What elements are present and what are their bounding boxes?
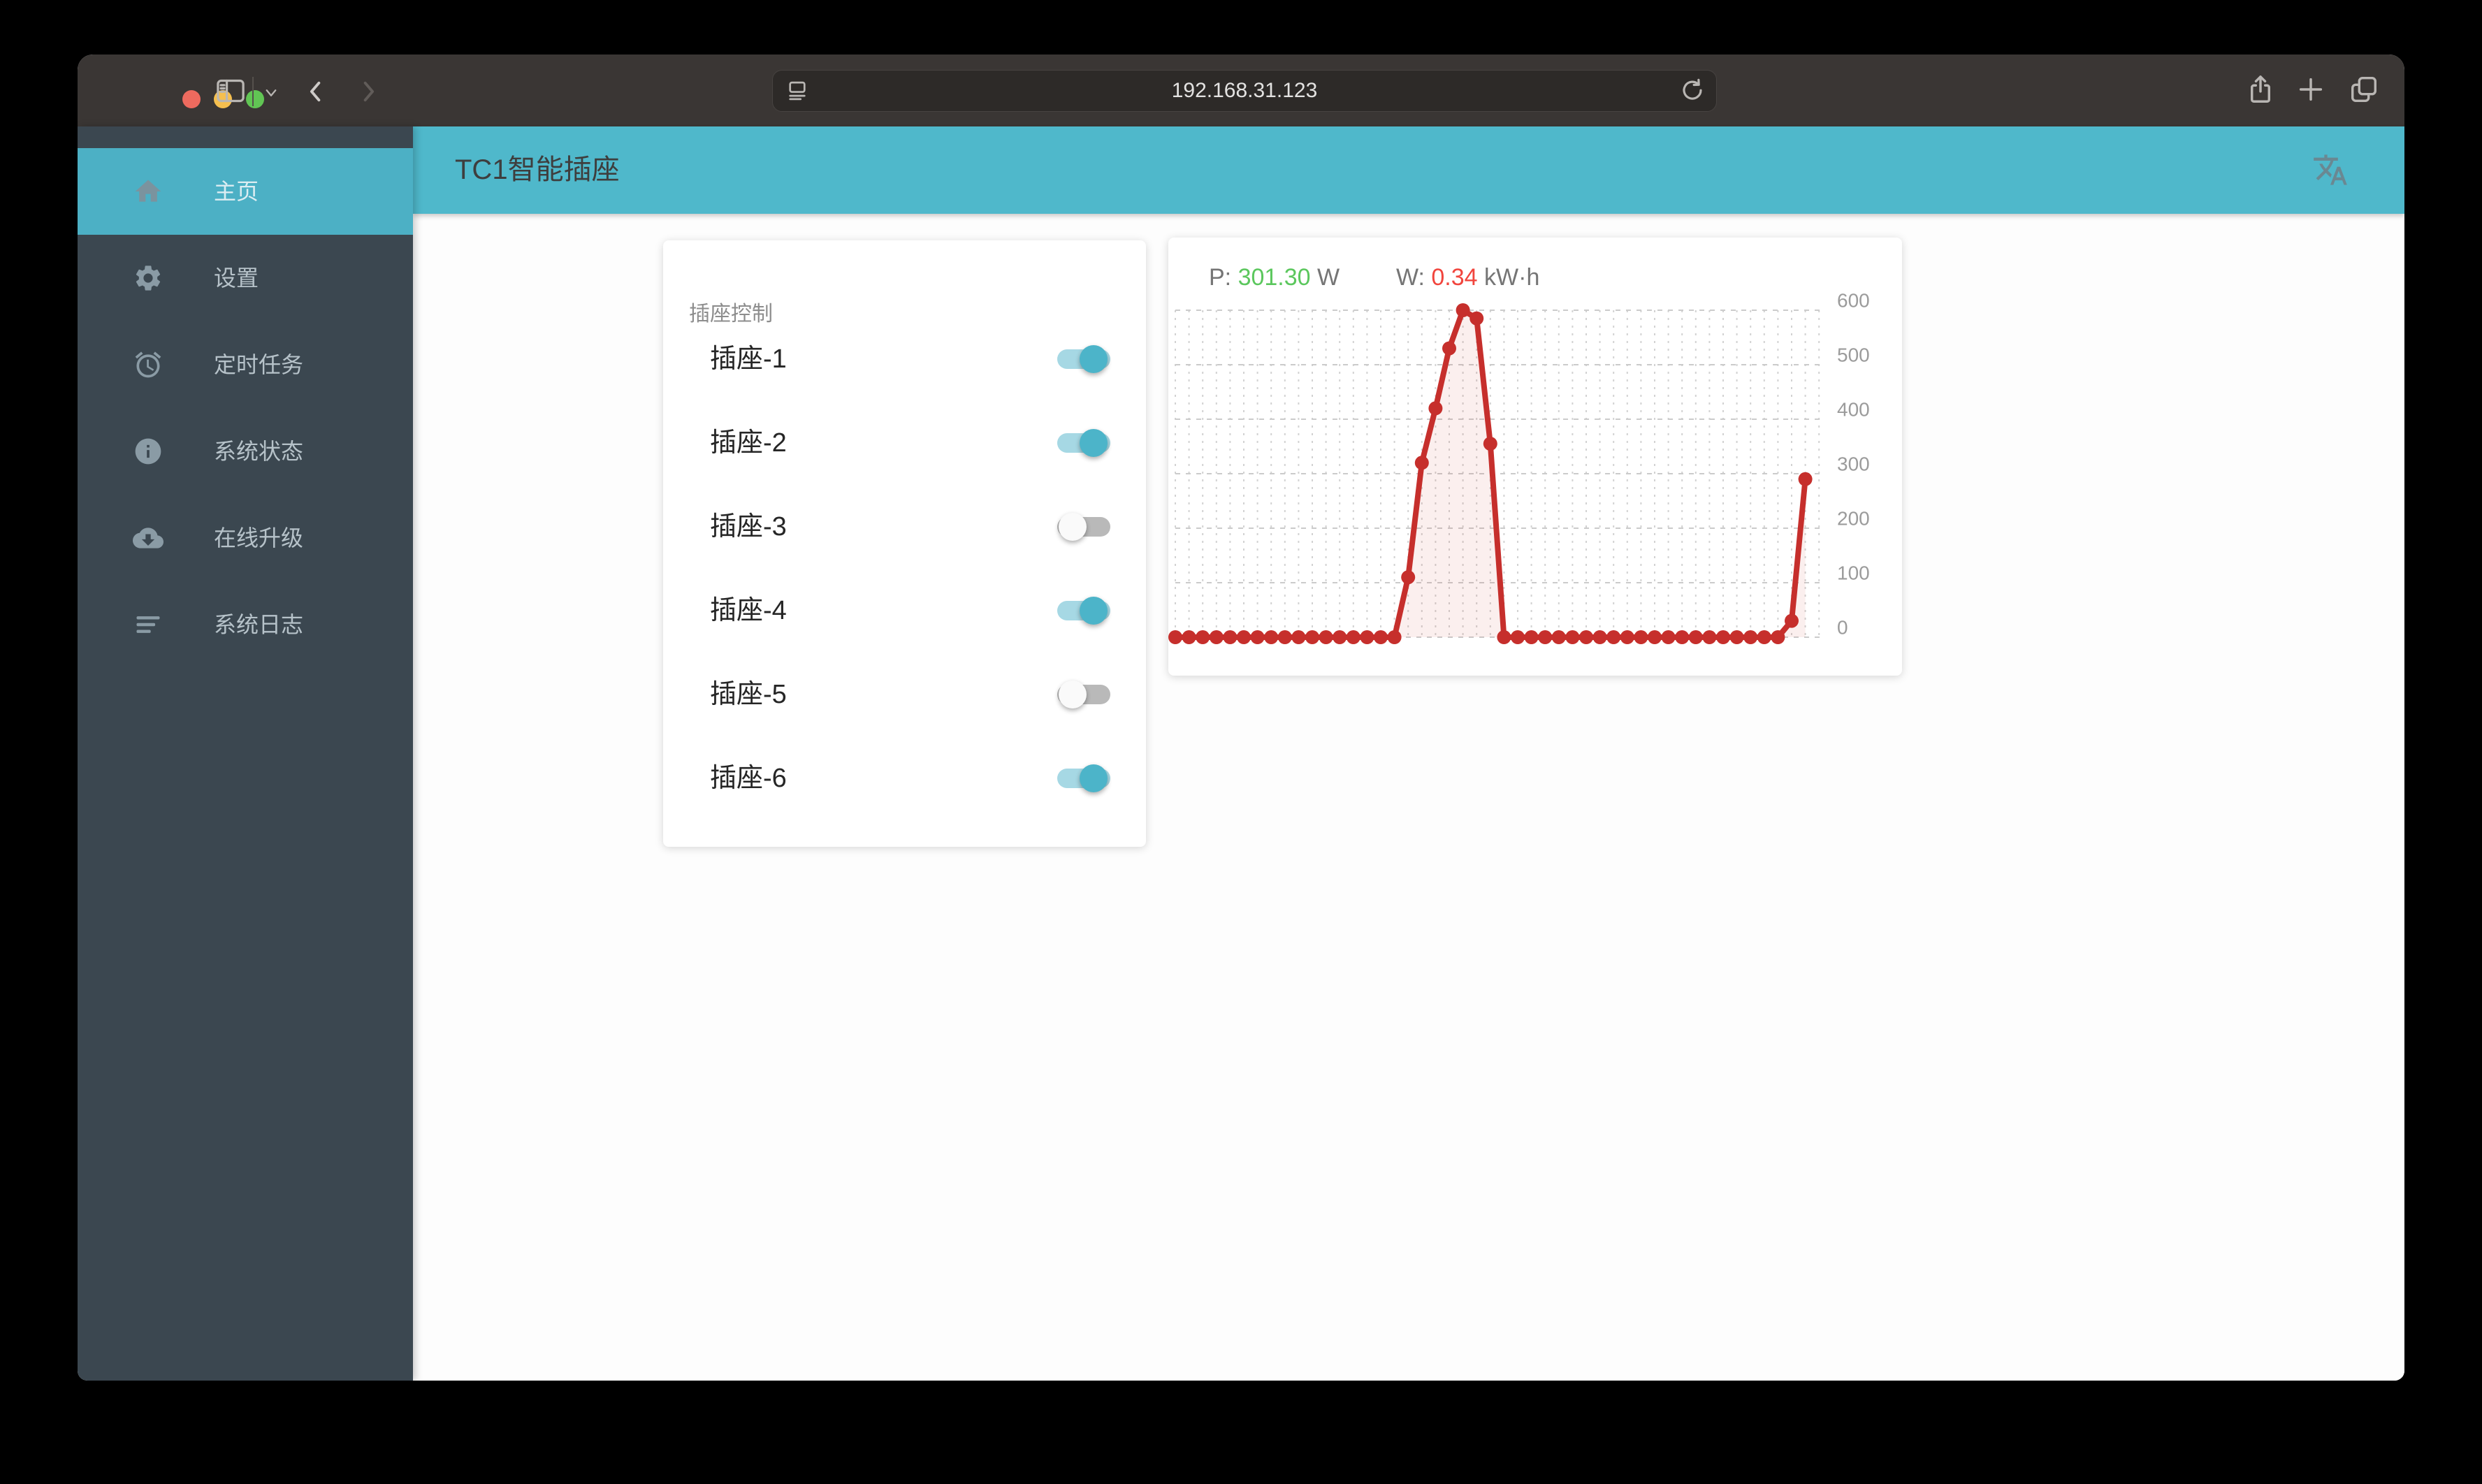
address-bar[interactable]: 192.168.31.123 [772,70,1717,112]
socket-control-card: 插座控制 插座-1 插座-2 插座-3 插座-4 [663,240,1146,847]
sidebar-item-label: 在线升级 [214,525,304,551]
app-bar: TC1智能插座 [413,126,2404,214]
sidebar-item-label: 系统日志 [214,612,304,637]
socket-label: 插座-3 [710,512,787,541]
new-tab-icon[interactable] [2295,73,2327,109]
socket-toggle-2[interactable] [1057,429,1110,457]
info-icon [135,438,161,465]
toggle-thumb [1080,429,1108,457]
sidebar-item-home[interactable]: 主页 [78,148,413,235]
power-readout: P: 301.30 W [1209,264,1340,291]
socket-row: 插座-6 [663,736,1146,820]
back-button[interactable] [301,75,331,111]
socket-toggle-5[interactable] [1057,681,1110,708]
energy-readout: W: 0.34 kW·h [1396,264,1540,291]
cloud-download-icon [133,528,164,548]
toggle-thumb [1059,681,1087,708]
svg-text:400: 400 [1837,398,1870,420]
socket-row: 插座-4 [663,569,1146,653]
socket-row: 插座-3 [663,485,1146,569]
socket-row: 插座-5 [663,653,1146,736]
main-content: 插座控制 插座-1 插座-2 插座-3 插座-4 [413,214,2404,1381]
power-value: 301.30 [1238,264,1311,291]
power-chart-svg: 0 100 200 300 400 500 600 [1168,289,1870,644]
sidebar-item-online-upgrade[interactable]: 在线升级 [78,495,413,581]
socket-row: 插座-1 [663,317,1146,401]
toggle-thumb [1080,345,1108,373]
reload-icon[interactable] [1678,77,1706,108]
socket-label: 插座-6 [710,764,787,793]
power-chart-card: P: 301.30 W W: 0.34 kW·h 0 100 200 300 400 50… [1168,238,1902,676]
toolbar-divider [252,77,254,106]
sidebar-item-timers[interactable]: 定时任务 [78,321,413,408]
sidebar-item-label: 定时任务 [214,352,304,377]
page-title: TC1智能插座 [455,154,620,185]
svg-text:500: 500 [1837,344,1870,365]
logs-icon [136,616,160,633]
alarm-icon [135,351,161,378]
browser-toolbar: 192.168.31.123 [78,54,2404,126]
traffic-light-close[interactable] [182,90,201,108]
tab-overview-icon[interactable] [2348,73,2380,109]
socket-label: 插座-2 [710,428,787,458]
socket-toggle-4[interactable] [1057,597,1110,625]
sidebar-item-label: 主页 [214,179,259,204]
svg-text:0: 0 [1837,616,1848,638]
reader-view-icon[interactable] [784,78,811,108]
svg-text:300: 300 [1837,453,1870,474]
forward-button[interactable] [354,75,383,111]
sidebar-item-system-status[interactable]: 系统状态 [78,408,413,495]
sidebar-menu: 主页 设置 定时任务 系统状态 在线升级 [78,148,413,668]
sidebar: 主页 设置 定时任务 系统状态 在线升级 [78,126,413,1381]
chevron-down-icon[interactable] [261,85,282,104]
socket-label: 插座-4 [710,596,787,625]
sidebar-item-label: 系统状态 [214,439,304,464]
sidebar-item-system-logs[interactable]: 系统日志 [78,581,413,668]
home-icon [135,180,161,202]
socket-label: 插座-1 [710,344,787,374]
toggle-thumb [1080,597,1108,625]
share-icon[interactable] [2244,73,2277,109]
socket-toggle-1[interactable] [1057,345,1110,373]
url-text: 192.168.31.123 [1171,79,1318,102]
toggle-thumb [1080,764,1108,792]
svg-text:100: 100 [1837,562,1870,583]
translate-icon[interactable] [2312,152,2349,188]
sidebar-toggle-icon[interactable] [215,78,246,108]
svg-text:600: 600 [1837,289,1870,311]
socket-toggle-6[interactable] [1057,764,1110,792]
traffic-light-zoom[interactable] [246,90,264,108]
browser-window: 192.168.31.123 [78,54,2404,1381]
toggle-thumb [1059,513,1087,541]
gear-icon [136,265,161,291]
socket-row: 插座-2 [663,401,1146,485]
socket-toggle-3[interactable] [1057,513,1110,541]
sidebar-item-label: 设置 [214,265,259,291]
sidebar-item-settings[interactable]: 设置 [78,235,413,321]
socket-card-title: 插座控制 [689,303,773,326]
socket-label: 插座-5 [710,680,787,709]
energy-value: 0.34 [1431,264,1478,291]
svg-text:200: 200 [1837,507,1870,529]
